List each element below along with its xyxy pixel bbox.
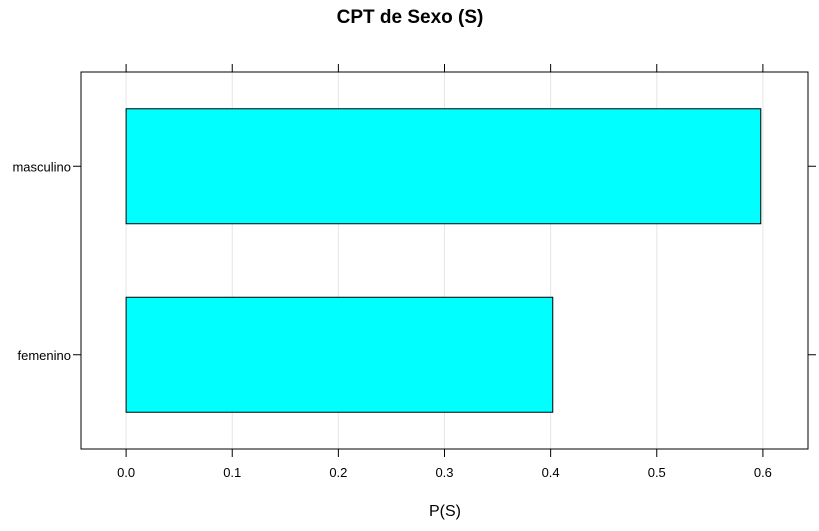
x-tick-label: 0.6	[754, 465, 772, 480]
y-tick-label: masculino	[12, 159, 71, 174]
x-tick-label: 0.4	[542, 465, 560, 480]
x-tick-label: 0.0	[117, 465, 135, 480]
bar-femenino	[125, 296, 554, 413]
bar-masculino	[125, 108, 762, 225]
y-tick-label: femenino	[18, 348, 71, 363]
x-tick-label: 0.2	[329, 465, 347, 480]
x-tick-label: 0.1	[223, 465, 241, 480]
x-axis-label: P(S)	[429, 503, 461, 520]
chart-title: CPT de Sexo (S)	[337, 7, 484, 28]
tick-labels: 0.0 0.1 0.2 0.3 0.4 0.5 0.6 masculino femenino	[12, 159, 771, 480]
x-tick-label: 0.3	[435, 465, 453, 480]
axis-ticks	[73, 64, 816, 457]
x-tick-label: 0.5	[648, 465, 666, 480]
bars	[125, 108, 762, 413]
